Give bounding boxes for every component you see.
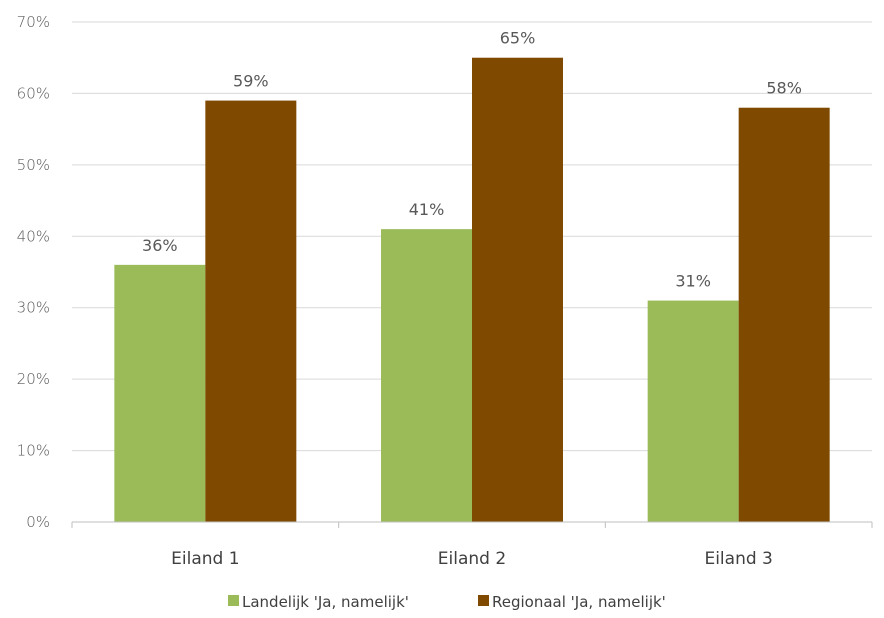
y-tick-label: 20%: [17, 370, 50, 388]
data-label: 31%: [675, 272, 711, 291]
data-label: 59%: [233, 72, 269, 91]
y-tick-label: 40%: [17, 227, 50, 245]
x-category-label: Eiland 3: [704, 549, 772, 569]
x-axis-category-labels: Eiland 1 Eiland 2 Eiland 3: [171, 549, 773, 569]
data-label: 58%: [766, 79, 802, 98]
bar: [114, 264, 206, 522]
bar: [738, 107, 830, 522]
bar: [472, 57, 563, 522]
x-category-label: Eiland 2: [438, 549, 506, 569]
legend-label: Regionaal 'Ja, namelijk': [492, 593, 666, 611]
data-labels: 36% 59% 41% 65% 31% 58%: [142, 29, 802, 291]
x-category-label: Eiland 1: [171, 549, 239, 569]
legend-swatch: [228, 595, 239, 606]
y-tick-label: 50%: [17, 156, 50, 174]
y-tick-label: 60%: [17, 84, 50, 102]
bar: [647, 300, 739, 522]
y-tick-label: 30%: [17, 299, 50, 317]
y-axis-tick-labels: 0% 10% 20% 30% 40% 50% 60% 70%: [17, 13, 50, 531]
y-tick-label: 10%: [17, 442, 50, 460]
bar: [381, 229, 472, 522]
y-tick-label: 70%: [17, 13, 50, 31]
x-axis: [71, 521, 873, 528]
data-label: 65%: [500, 29, 536, 48]
legend: Landelijk 'Ja, namelijk' Regionaal 'Ja, n…: [228, 593, 666, 611]
bar: [205, 100, 297, 523]
legend-swatch: [478, 595, 489, 606]
data-label: 41%: [409, 200, 445, 219]
y-tick-label: 0%: [26, 513, 50, 531]
data-label: 36%: [142, 236, 178, 255]
bars: [114, 57, 830, 523]
legend-label: Landelijk 'Ja, namelijk': [242, 593, 409, 611]
